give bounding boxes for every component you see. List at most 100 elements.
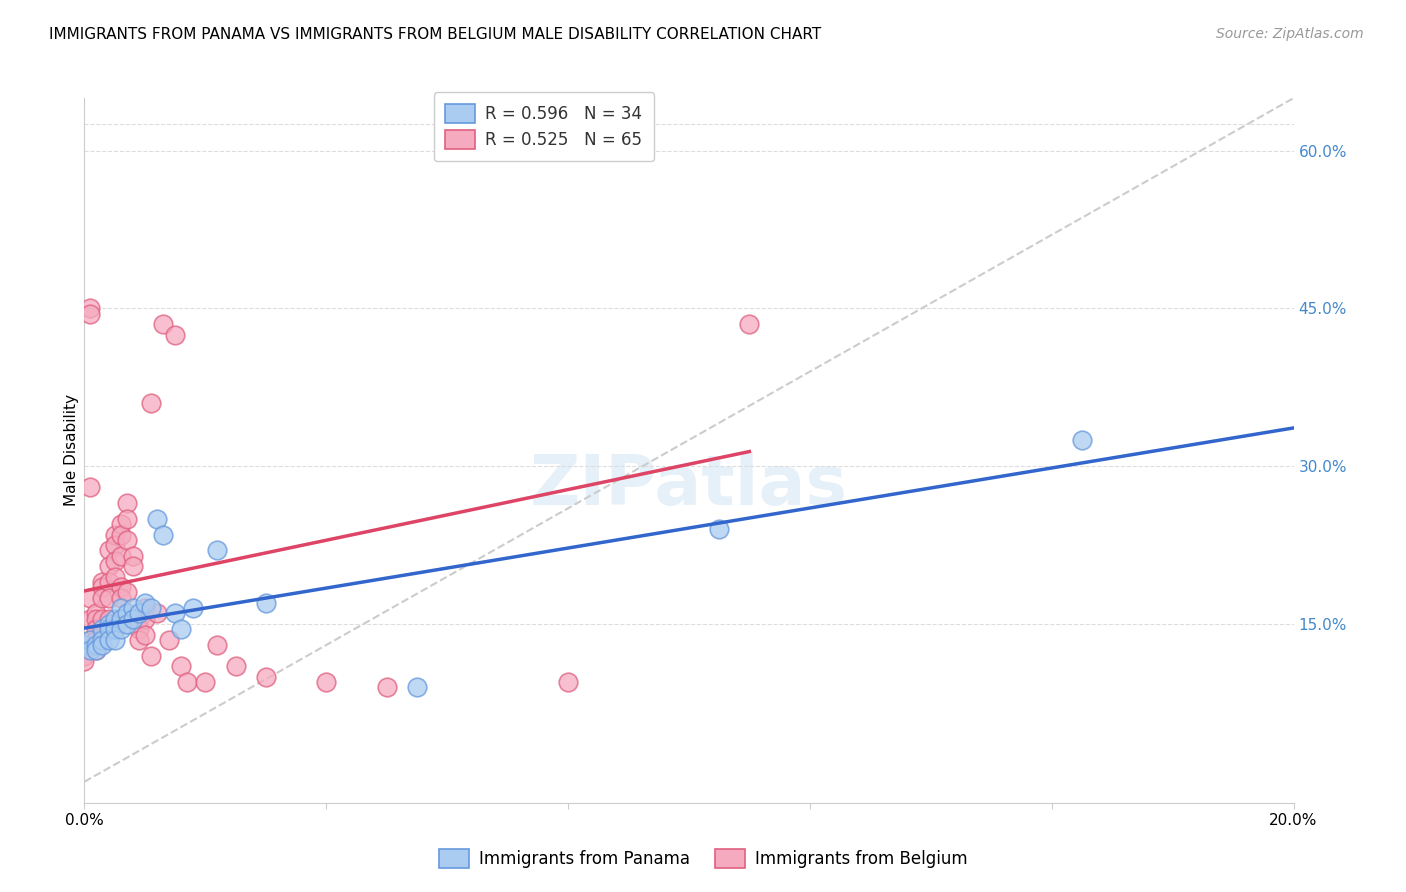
Point bbox=[104, 538, 127, 552]
Point bbox=[91, 591, 114, 605]
Point bbox=[104, 569, 127, 583]
Point bbox=[86, 622, 108, 636]
Point bbox=[79, 307, 101, 321]
Point bbox=[152, 318, 174, 332]
Point bbox=[165, 327, 187, 342]
Point bbox=[73, 638, 96, 652]
Point bbox=[157, 632, 180, 647]
Point bbox=[134, 601, 156, 615]
Point bbox=[97, 559, 120, 574]
Point bbox=[181, 601, 204, 615]
Point bbox=[207, 543, 229, 558]
Point bbox=[139, 648, 162, 663]
Point bbox=[170, 659, 193, 673]
Point bbox=[104, 554, 127, 568]
Point bbox=[79, 591, 101, 605]
Point bbox=[1071, 433, 1094, 447]
Point bbox=[97, 574, 120, 589]
Point bbox=[207, 638, 229, 652]
Point bbox=[254, 596, 277, 610]
Point bbox=[73, 648, 96, 663]
Point bbox=[79, 643, 101, 657]
Point bbox=[134, 596, 156, 610]
Point bbox=[128, 622, 150, 636]
Point bbox=[91, 632, 114, 647]
Point bbox=[134, 627, 156, 641]
Point bbox=[110, 601, 132, 615]
Point bbox=[110, 580, 132, 594]
Point bbox=[86, 612, 108, 626]
Point bbox=[110, 517, 132, 532]
Point bbox=[86, 607, 108, 621]
Point bbox=[73, 638, 96, 652]
Point bbox=[97, 617, 120, 632]
Legend: Immigrants from Panama, Immigrants from Belgium: Immigrants from Panama, Immigrants from … bbox=[432, 842, 974, 875]
Point bbox=[128, 632, 150, 647]
Point bbox=[115, 512, 138, 526]
Point bbox=[115, 533, 138, 547]
Point bbox=[110, 622, 132, 636]
Point bbox=[170, 622, 193, 636]
Text: ZIPatlas: ZIPatlas bbox=[530, 452, 848, 519]
Point bbox=[115, 585, 138, 599]
Point bbox=[79, 632, 101, 647]
Point bbox=[709, 522, 731, 536]
Point bbox=[110, 591, 132, 605]
Point bbox=[121, 549, 143, 563]
Point bbox=[86, 632, 108, 647]
Point bbox=[86, 643, 108, 657]
Point bbox=[73, 654, 96, 668]
Point bbox=[557, 674, 579, 689]
Point bbox=[86, 643, 108, 657]
Point bbox=[86, 638, 108, 652]
Point bbox=[97, 591, 120, 605]
Point bbox=[79, 632, 101, 647]
Point bbox=[91, 627, 114, 641]
Point bbox=[176, 674, 198, 689]
Point bbox=[91, 574, 114, 589]
Point bbox=[152, 527, 174, 541]
Y-axis label: Male Disability: Male Disability bbox=[63, 394, 79, 507]
Point bbox=[436, 128, 458, 142]
Point bbox=[110, 527, 132, 541]
Point bbox=[139, 601, 162, 615]
Point bbox=[104, 527, 127, 541]
Point bbox=[146, 512, 169, 526]
Point bbox=[738, 318, 761, 332]
Point bbox=[194, 674, 217, 689]
Point bbox=[128, 607, 150, 621]
Point bbox=[146, 607, 169, 621]
Point bbox=[79, 301, 101, 316]
Point bbox=[375, 680, 398, 694]
Point bbox=[128, 612, 150, 626]
Text: Source: ZipAtlas.com: Source: ZipAtlas.com bbox=[1216, 27, 1364, 41]
Point bbox=[115, 607, 138, 621]
Legend: R = 0.596   N = 34, R = 0.525   N = 65: R = 0.596 N = 34, R = 0.525 N = 65 bbox=[433, 93, 654, 161]
Point bbox=[97, 632, 120, 647]
Point bbox=[97, 612, 120, 626]
Point bbox=[225, 659, 247, 673]
Point bbox=[134, 612, 156, 626]
Point bbox=[121, 612, 143, 626]
Point bbox=[139, 396, 162, 410]
Point bbox=[254, 670, 277, 684]
Point bbox=[121, 559, 143, 574]
Point bbox=[91, 580, 114, 594]
Point bbox=[110, 612, 132, 626]
Point bbox=[79, 480, 101, 494]
Point bbox=[165, 607, 187, 621]
Point bbox=[104, 632, 127, 647]
Point bbox=[91, 622, 114, 636]
Point bbox=[79, 612, 101, 626]
Point bbox=[110, 549, 132, 563]
Point bbox=[104, 617, 127, 632]
Point bbox=[406, 680, 429, 694]
Point bbox=[97, 543, 120, 558]
Point bbox=[91, 638, 114, 652]
Text: IMMIGRANTS FROM PANAMA VS IMMIGRANTS FROM BELGIUM MALE DISABILITY CORRELATION CH: IMMIGRANTS FROM PANAMA VS IMMIGRANTS FRO… bbox=[49, 27, 821, 42]
Point bbox=[121, 612, 143, 626]
Point bbox=[115, 496, 138, 510]
Point bbox=[104, 622, 127, 636]
Point bbox=[315, 674, 337, 689]
Point bbox=[91, 612, 114, 626]
